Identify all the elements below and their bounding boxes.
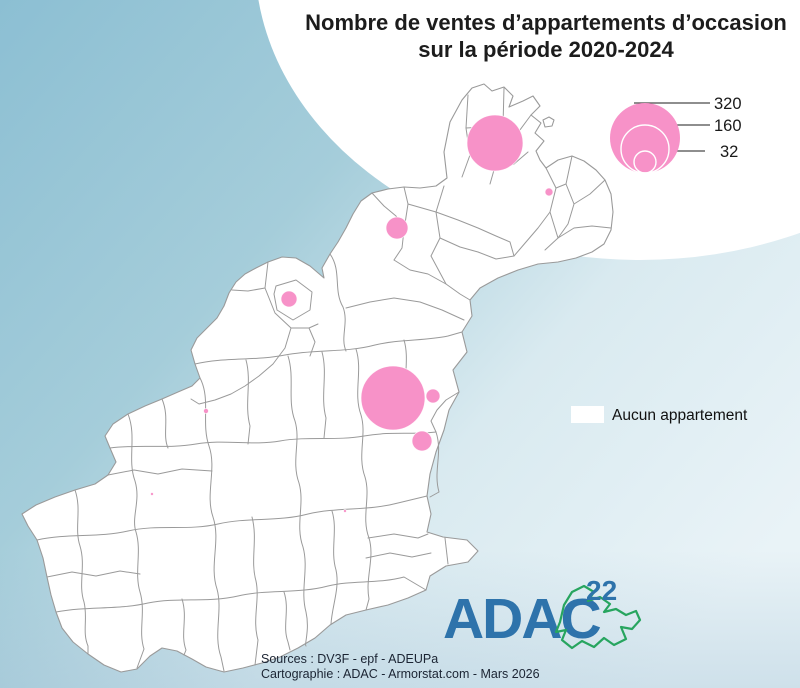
map-title-line1: Nombre de ventes d’appartements d’occasi… (305, 10, 787, 35)
credit-sources: Sources : DV3F - epf - ADEUPa (261, 652, 438, 666)
sales-circles (150, 114, 554, 513)
legend-circle-32 (633, 150, 657, 174)
sales-circle (385, 216, 409, 240)
island (542, 116, 555, 128)
sales-circle (203, 408, 209, 414)
no-data-swatch (571, 406, 604, 423)
adac-logo-sup: 22 (586, 575, 617, 606)
legend-circle-320 (610, 103, 680, 173)
map-title: Nombre de ventes d’appartements d’occasi… (305, 10, 787, 62)
sales-circle (425, 388, 441, 404)
legend-value-32: 32 (720, 143, 738, 161)
legend-value-160: 160 (714, 117, 742, 135)
map-title-line2: sur la période 2020-2024 (418, 37, 674, 62)
sales-circle (280, 290, 298, 308)
source-credits: Sources : DV3F - epf - ADEUPa Cartograph… (261, 652, 540, 681)
legend-value-320: 320 (714, 95, 742, 113)
sales-circle (150, 492, 154, 496)
no-data-label: Aucun appartement (612, 407, 748, 424)
no-data-legend: Aucun appartement (571, 406, 748, 424)
sales-circle (411, 430, 433, 452)
adac-logo-text: ADAC (443, 587, 600, 651)
sales-circle (343, 509, 347, 513)
sales-circle (466, 114, 524, 172)
department-outline-icon (554, 584, 642, 650)
sales-circle (544, 187, 554, 197)
adac-logo: ADAC 22 (443, 575, 642, 651)
credit-cartography: Cartographie : ADAC - Armorstat.com - Ma… (261, 667, 540, 681)
sales-circle (360, 365, 426, 431)
size-legend: 320 160 32 (610, 95, 742, 174)
